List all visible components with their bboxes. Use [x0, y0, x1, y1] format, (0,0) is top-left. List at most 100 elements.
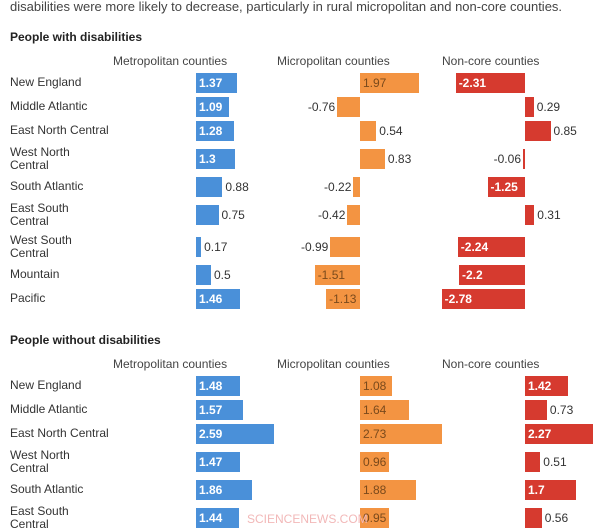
data-label: 0.75	[221, 208, 245, 222]
row-label: East South Central	[10, 504, 69, 531]
bar-micro	[360, 508, 389, 528]
column-header: Metropolitan counties	[113, 54, 228, 68]
row-label: Pacific	[10, 291, 46, 305]
data-label: 0.85	[553, 124, 577, 138]
panel-title: People with disabilities	[10, 30, 143, 44]
bar-micro	[360, 480, 417, 500]
bar-micro	[360, 73, 420, 93]
bar-micro	[330, 237, 360, 257]
bar-noncore	[459, 265, 525, 285]
data-label: 1.57	[199, 403, 223, 417]
intro-text: disabilities were more likely to decreas…	[10, 0, 563, 14]
bar-micro	[337, 97, 360, 117]
row-label: Middle Atlantic	[10, 99, 88, 113]
bar-metro	[196, 480, 252, 500]
bar-noncore	[457, 237, 525, 257]
data-label: -0.42	[318, 208, 346, 222]
bar-noncore	[525, 452, 541, 472]
bar-micro	[360, 400, 410, 420]
bar-metro	[196, 289, 240, 309]
bar-noncore	[525, 508, 542, 528]
bar-metro	[196, 508, 240, 528]
data-label: 0.29	[536, 100, 561, 114]
data-label: -0.22	[324, 180, 352, 194]
data-label: -1.51	[317, 268, 346, 282]
data-label: -2.78	[444, 292, 472, 306]
data-label: 0.96	[363, 455, 387, 469]
data-label: 2.59	[199, 427, 223, 441]
data-label: -2.2	[462, 268, 483, 282]
data-label: 1.42	[528, 379, 552, 393]
bar-metro	[196, 205, 219, 225]
column-header: Micropolitan counties	[277, 357, 390, 371]
data-label: 0.31	[537, 208, 561, 222]
data-label: 1.37	[199, 76, 223, 90]
bar-noncore	[441, 289, 525, 309]
bar-metro	[196, 73, 238, 93]
data-label: -1.13	[329, 292, 357, 306]
data-label: 1.46	[199, 292, 223, 306]
bar-noncore	[525, 480, 576, 500]
row-label: Mountain	[10, 267, 60, 281]
column-header: Non-core counties	[442, 54, 540, 68]
row-label: West South Central	[10, 233, 72, 260]
data-label: 1.64	[363, 403, 387, 417]
row-label: New England	[10, 378, 82, 392]
bar-micro	[360, 149, 385, 169]
bar-micro	[314, 265, 360, 285]
data-label: -2.31	[458, 76, 487, 90]
bar-noncore	[523, 149, 525, 169]
row-label: East South Central	[10, 201, 69, 228]
data-label: 0.83	[387, 152, 412, 166]
bar-noncore	[525, 424, 594, 444]
bar-micro	[353, 177, 360, 197]
data-label: 1.28	[199, 124, 223, 138]
data-label: 1.47	[199, 455, 223, 469]
bar-noncore	[525, 205, 535, 225]
row-label: East North Central	[10, 123, 109, 137]
bar-micro	[326, 289, 360, 309]
row-label: South Atlantic	[10, 179, 84, 193]
data-label: 1.88	[363, 483, 387, 497]
data-label: -0.76	[307, 100, 336, 114]
data-label: 1.44	[199, 511, 223, 525]
bar-noncore	[525, 376, 568, 396]
row-label: West North Central	[10, 145, 70, 172]
panel-title: People without disabilities	[10, 333, 161, 347]
data-label: -1.25	[490, 180, 518, 194]
row-label: Middle Atlantic	[10, 402, 88, 416]
data-label: -0.06	[493, 152, 521, 166]
data-label: 1.97	[363, 76, 387, 90]
data-label: 0.95	[363, 511, 387, 525]
data-label: 0.54	[379, 124, 403, 138]
bar-micro	[360, 452, 389, 472]
bar-metro	[196, 237, 202, 257]
column-header: Non-core counties	[442, 357, 540, 371]
bar-metro	[196, 121, 235, 141]
bar-metro	[196, 97, 229, 117]
data-label: -0.99	[300, 240, 329, 254]
data-label: 1.48	[199, 379, 223, 393]
bar-noncore	[487, 177, 525, 197]
data-label: 1.3	[199, 152, 216, 166]
data-label: 0.51	[543, 455, 567, 469]
bar-metro	[196, 376, 241, 396]
bar-noncore	[455, 73, 525, 93]
row-label: New England	[10, 75, 82, 89]
row-label: West North Central	[10, 448, 70, 475]
data-label: -2.24	[460, 240, 489, 254]
bar-metro	[196, 424, 274, 444]
bar-noncore	[525, 121, 551, 141]
data-label: 0.56	[544, 511, 569, 525]
data-label: 1.08	[363, 379, 387, 393]
bar-noncore	[525, 400, 547, 420]
bar-metro	[196, 177, 223, 197]
watermark: SCIENCENEWS.COM	[247, 512, 368, 526]
bar-metro	[196, 149, 235, 169]
column-header: Metropolitan counties	[113, 357, 228, 371]
bar-micro	[347, 205, 360, 225]
bar-micro	[360, 376, 393, 396]
data-label: 1.7	[528, 483, 545, 497]
bar-metro	[196, 452, 241, 472]
row-label: East North Central	[10, 426, 109, 440]
